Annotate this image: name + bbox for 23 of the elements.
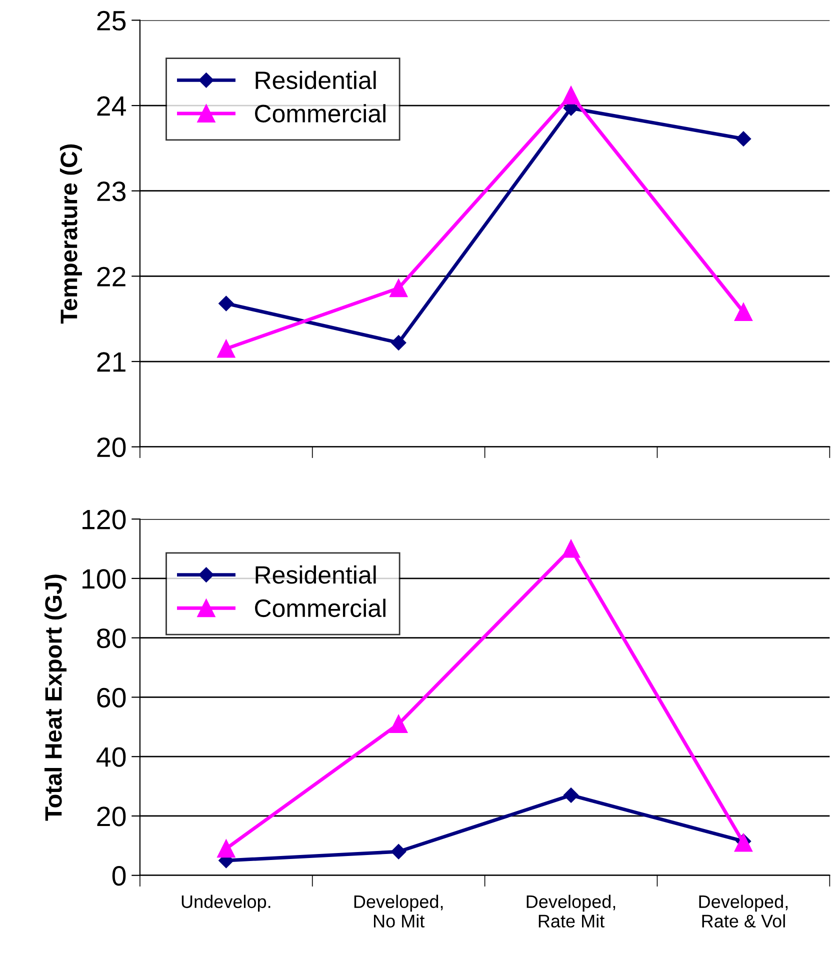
y-tick-label: 100 xyxy=(82,569,126,589)
x-tick-label: Developed, Rate Mit xyxy=(526,894,616,928)
y-tick-label: 80 xyxy=(97,628,126,648)
y-axis-title: Temperature (C) xyxy=(60,144,82,324)
y-tick-label: 120 xyxy=(82,510,126,530)
y-tick-label: 60 xyxy=(97,688,126,708)
y-tick-label: 25 xyxy=(97,10,126,31)
legend-label: Residential xyxy=(256,70,376,90)
y-tick-label: 24 xyxy=(97,96,126,116)
x-tick-label: Undevelop. xyxy=(182,894,270,912)
y-tick-label: 21 xyxy=(97,352,126,372)
y-tick-label: 23 xyxy=(97,182,126,202)
y-axis-title: Total Heat Export (GJ) xyxy=(44,574,67,821)
x-tick-label: Developed, Rate & Vol xyxy=(699,894,788,928)
y-tick-label: 20 xyxy=(97,438,126,458)
x-tick-label: Developed, No Mit xyxy=(354,894,443,928)
y-tick-label: 0 xyxy=(112,866,126,886)
legend-label: Residential xyxy=(256,565,376,584)
y-tick-label: 20 xyxy=(97,806,126,826)
legend-label: Commercial xyxy=(255,104,386,122)
legend-label: Commercial xyxy=(255,598,386,618)
y-tick-label: 40 xyxy=(96,747,126,767)
y-tick-label: 22 xyxy=(97,266,126,286)
